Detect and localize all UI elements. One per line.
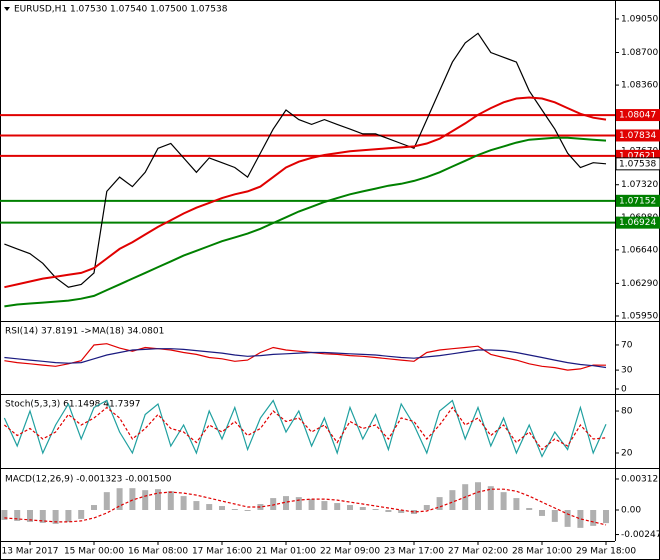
y-tick-label: 70 [621,340,633,350]
panel-title: MACD(12,26,9) -0.001323 -0.001500 [5,475,172,485]
histogram-bar [577,509,584,528]
histogram-bar [283,496,289,510]
histogram-bar [65,509,72,522]
y-tick-label: 20 [621,449,633,459]
histogram-bar [539,509,545,516]
histogram-bar [155,489,161,510]
histogram-bar [423,505,430,510]
histogram-bar [129,488,136,510]
histogram-bar [244,509,251,511]
last-price-label: 1.07538 [619,159,656,169]
histogram-bar [590,509,597,526]
histogram-bar [500,492,507,510]
series-line [4,96,607,289]
y-tick-label: 1.09050 [621,14,658,24]
histogram-bar [206,504,213,510]
histogram-bar [14,509,21,521]
level-label-box [616,109,660,122]
y-tick-label: 1.07320 [621,180,658,190]
x-tick-label: 13 Mar 2017 [1,547,58,557]
x-tick-label: 23 Mar 17:00 [384,547,444,557]
histogram-bar [193,501,200,510]
level-label: 1.07621 [619,151,656,161]
histogram-bar [372,509,379,510]
y-tick-label: 0.003125 [621,474,660,484]
x-tick-label: 22 Mar 09:00 [320,547,380,557]
y-tick-label: 1.06290 [621,279,658,289]
histogram-bar [347,505,353,510]
histogram-bar [321,501,328,510]
series-line [3,399,607,458]
panel-title: Stoch(5,3,3) 61.1498 41.7397 [5,400,140,410]
series-line [4,488,607,526]
x-tick-label: 29 Mar 18:00 [576,547,636,557]
level-label-box [616,216,660,229]
histogram-bar [385,509,392,512]
x-tick-label: 15 Mar 00:00 [64,547,124,557]
x-tick-label: 17 Mar 16:00 [192,547,252,557]
series-line [4,348,607,369]
histogram-bar [103,492,110,510]
histogram-bar [39,509,46,523]
series-line [4,343,607,371]
level-label: 1.06924 [619,218,656,228]
histogram-bar [526,508,533,510]
histogram-bar [91,505,97,510]
panel-title: EURUSD,H1 1.07530 1.07540 1.07500 1.0753… [14,5,228,15]
y-tick-label: 0 [621,384,627,394]
histogram-bar [359,507,366,510]
histogram-bar [308,499,315,510]
histogram-bar [411,509,417,514]
series-line [4,136,607,308]
level-label-box [616,129,660,142]
last-price-box [615,157,660,171]
series-line [4,406,607,451]
histogram-bar [180,496,187,510]
x-tick-label: 28 Mar 10:00 [512,547,572,557]
histogram-bar [564,509,571,527]
histogram-bar [487,486,494,510]
histogram-bar [219,506,225,510]
level-label: 1.08047 [619,111,656,121]
y-tick-label: 0.00 [621,505,641,515]
histogram-bar [398,509,405,513]
histogram-bar [27,509,33,522]
histogram-bar [78,509,85,519]
histogram-bar [116,488,123,510]
histogram-bar [436,497,443,510]
histogram-bar [513,498,520,510]
histogram-bar [270,498,277,510]
x-tick-label: 16 Mar 08:00 [128,547,188,557]
panel-title: RSI(14) 37.8191 ->MA(18) 34.0801 [5,327,164,337]
x-tick-label: 27 Mar 02:00 [448,547,508,557]
histogram-bar [52,509,59,524]
histogram-bar [231,509,238,510]
histogram-bar [257,504,264,510]
y-tick-label: 1.08700 [621,48,658,58]
histogram-bar [142,490,149,510]
level-label: 1.07834 [619,131,656,141]
y-tick-label: 1.06640 [621,245,658,255]
level-label: 1.07152 [619,196,656,206]
y-tick-label: -0.002474 [621,530,660,540]
y-tick-label: 1.08360 [621,81,658,91]
series-line [4,32,607,288]
histogram-bar [551,509,558,522]
y-tick-label: 80 [621,407,633,417]
y-tick-label: 30 [621,366,633,376]
histogram-bar [334,503,341,510]
histogram-bar [475,482,481,510]
menu-triangle [4,7,10,11]
histogram-bar [449,490,456,510]
histogram-bar [603,509,609,524]
y-tick-label: 1.05950 [621,311,658,321]
level-label-box [616,194,660,207]
histogram-bar [167,491,174,510]
histogram-bar [1,509,8,520]
x-tick-label: 21 Mar 01:00 [256,547,316,557]
histogram-bar [295,497,302,510]
